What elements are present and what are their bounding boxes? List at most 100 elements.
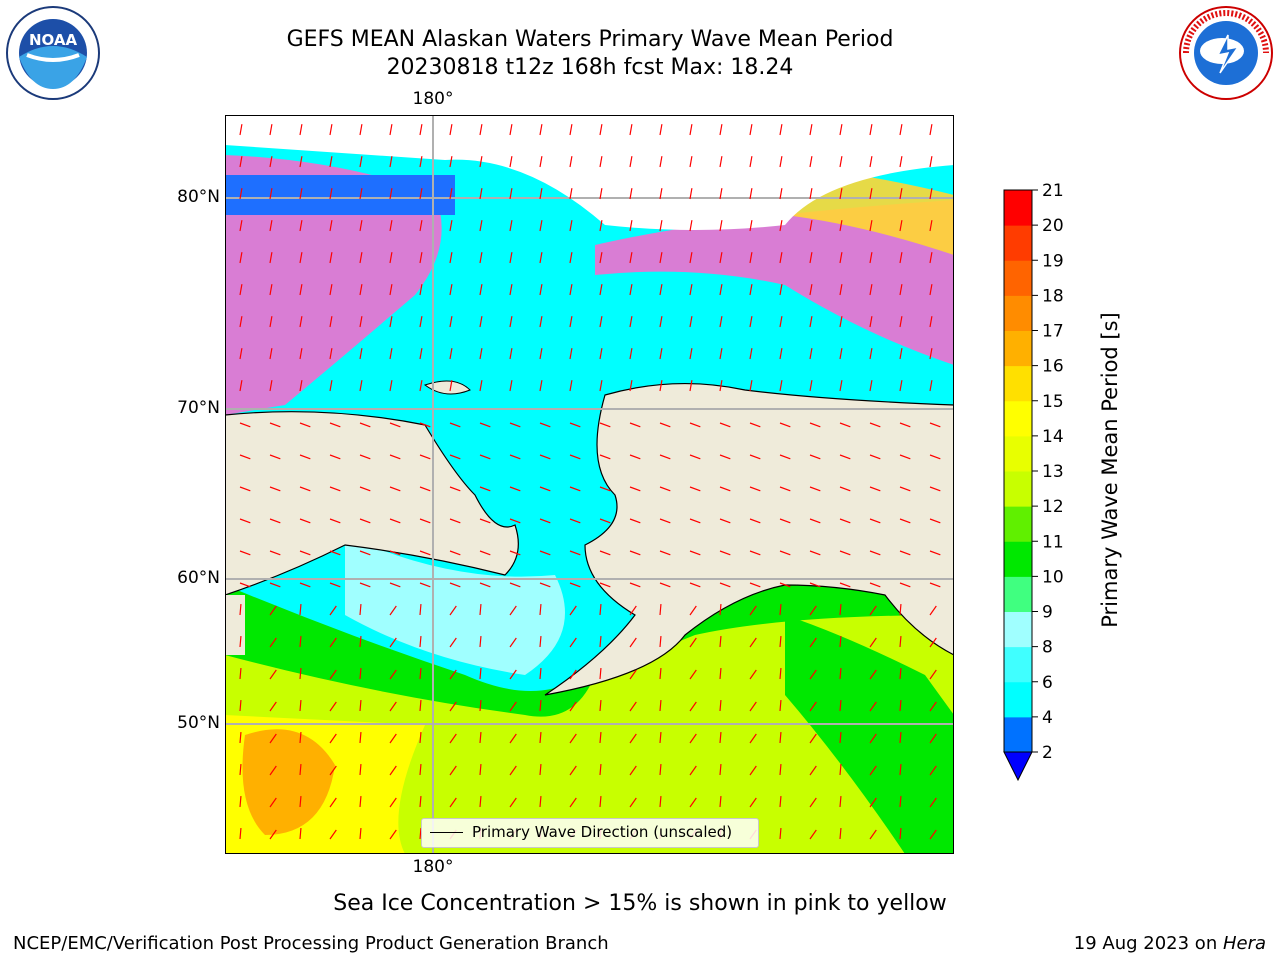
wave-direction-arrow (239, 486, 251, 492)
wave-direction-arrow (869, 518, 881, 524)
wave-direction-arrow (299, 422, 311, 428)
wave-direction-arrow (299, 124, 303, 136)
wave-direction-arrow (239, 582, 251, 588)
wave-direction-arrow (809, 669, 817, 680)
wave-direction-arrow (509, 454, 521, 460)
colorbar-swatch (1004, 435, 1032, 472)
wave-direction-arrow (449, 156, 453, 168)
wave-direction-arrow (239, 795, 242, 808)
wave-direction-arrow (239, 252, 243, 264)
wave-direction-arrow (749, 582, 761, 588)
wave-direction-arrow (689, 701, 697, 712)
wave-direction-arrow (329, 605, 337, 616)
wave-direction-arrow (239, 635, 242, 648)
wave-direction-arrow (599, 731, 602, 744)
wave-direction-arrow (749, 454, 761, 460)
wave-direction-arrow (359, 699, 362, 712)
wave-direction-arrow (419, 156, 423, 168)
wave-direction-arrow (389, 220, 393, 232)
wave-direction-arrow (719, 731, 722, 744)
wave-direction-arrow (509, 701, 517, 712)
wave-direction-arrow (929, 765, 937, 776)
sea-ice-north (595, 200, 954, 365)
wave-direction-arrow (539, 731, 542, 744)
wave-direction-arrow (899, 454, 911, 460)
wave-direction-arrow (479, 124, 483, 136)
wave-direction-arrow (479, 550, 491, 556)
wave-direction-arrow (839, 252, 843, 264)
wave-direction-arrow (719, 220, 723, 232)
wave-direction-arrow (629, 422, 641, 428)
wave-direction-arrow (869, 733, 877, 744)
wave-direction-arrow (599, 635, 602, 648)
wave-direction-arrow (329, 454, 341, 460)
wave-direction-arrow (659, 220, 663, 232)
wave-direction-arrow (599, 486, 611, 492)
wave-direction-arrow (689, 518, 701, 524)
wave-direction-arrow (689, 348, 693, 360)
wave-direction-arrow (359, 124, 363, 136)
wave-direction-arrow (749, 669, 757, 680)
wave-direction-arrow (479, 188, 483, 200)
land-wrangel (423, 380, 471, 395)
colorbar-label: Primary Wave Mean Period [s] (1098, 312, 1122, 628)
wave-direction-arrow (929, 316, 933, 328)
wave-direction-arrow (479, 763, 482, 776)
wave-direction-arrow (809, 765, 817, 776)
wave-direction-arrow (419, 316, 423, 328)
wave-direction-arrow (689, 380, 693, 392)
wave-direction-arrow (659, 582, 671, 588)
wave-direction-arrow (749, 380, 753, 392)
chart-title: GEFS MEAN Alaskan Waters Primary Wave Me… (286, 27, 894, 52)
wave-direction-arrow (479, 220, 483, 232)
wave-direction-arrow (539, 603, 542, 616)
wave-direction-arrow (839, 124, 843, 136)
wave-direction-arrow (779, 156, 783, 168)
wave-direction-arrow (779, 550, 791, 556)
wave-direction-arrow (479, 454, 491, 460)
wave-direction-arrow (869, 637, 877, 648)
wave-direction-arrow (599, 156, 603, 168)
wave-direction-arrow (779, 603, 782, 616)
wave-direction-arrow (449, 220, 453, 232)
wave-direction-arrow (929, 252, 933, 264)
wave-direction-arrow (599, 454, 611, 460)
wave-direction-arrow (269, 454, 281, 460)
wave-direction-arrow (239, 316, 243, 328)
wave-direction-arrow (689, 316, 693, 328)
wave-direction-arrow (449, 316, 453, 328)
wave-direction-arrow (299, 252, 303, 264)
wave-direction-arrow (629, 284, 633, 296)
wave-direction-arrow (809, 316, 813, 328)
wave-direction-arrow (899, 731, 902, 744)
wave-direction-arrow (509, 733, 517, 744)
wave-direction-arrow (329, 797, 337, 808)
wave-direction-arrow (779, 220, 783, 232)
colorbar-swatch (1004, 400, 1032, 437)
wave-direction-arrow (299, 795, 302, 808)
colorbar-swatch (1004, 506, 1032, 542)
period-band-16-17 (242, 729, 335, 835)
wave-direction-arrow (359, 348, 363, 360)
wave-direction-arrow (449, 486, 461, 492)
wave-direction-arrow (719, 284, 723, 296)
wave-direction-arrow (719, 348, 723, 360)
colorbar-tick-label: 14 (1042, 427, 1064, 447)
wave-direction-arrow (689, 733, 697, 744)
wave-direction-arrow (719, 316, 723, 328)
wave-direction-arrow (899, 284, 903, 296)
wave-direction-arrow (869, 284, 873, 296)
wave-direction-arrow (839, 635, 842, 648)
wave-direction-arrow (749, 797, 757, 808)
wave-direction-arrow (659, 316, 663, 328)
wave-direction-arrow (749, 518, 761, 524)
wave-direction-arrow (659, 699, 662, 712)
colorbar-swatch (1004, 541, 1032, 577)
wave-direction-arrow (869, 348, 873, 360)
wave-direction-arrow (479, 795, 482, 808)
wave-direction-arrow (449, 124, 453, 136)
wave-direction-arrow (539, 252, 543, 264)
noaa-logo-text: NOAA (29, 31, 78, 49)
wave-direction-arrow (569, 252, 573, 264)
wave-direction-arrow (869, 124, 873, 136)
